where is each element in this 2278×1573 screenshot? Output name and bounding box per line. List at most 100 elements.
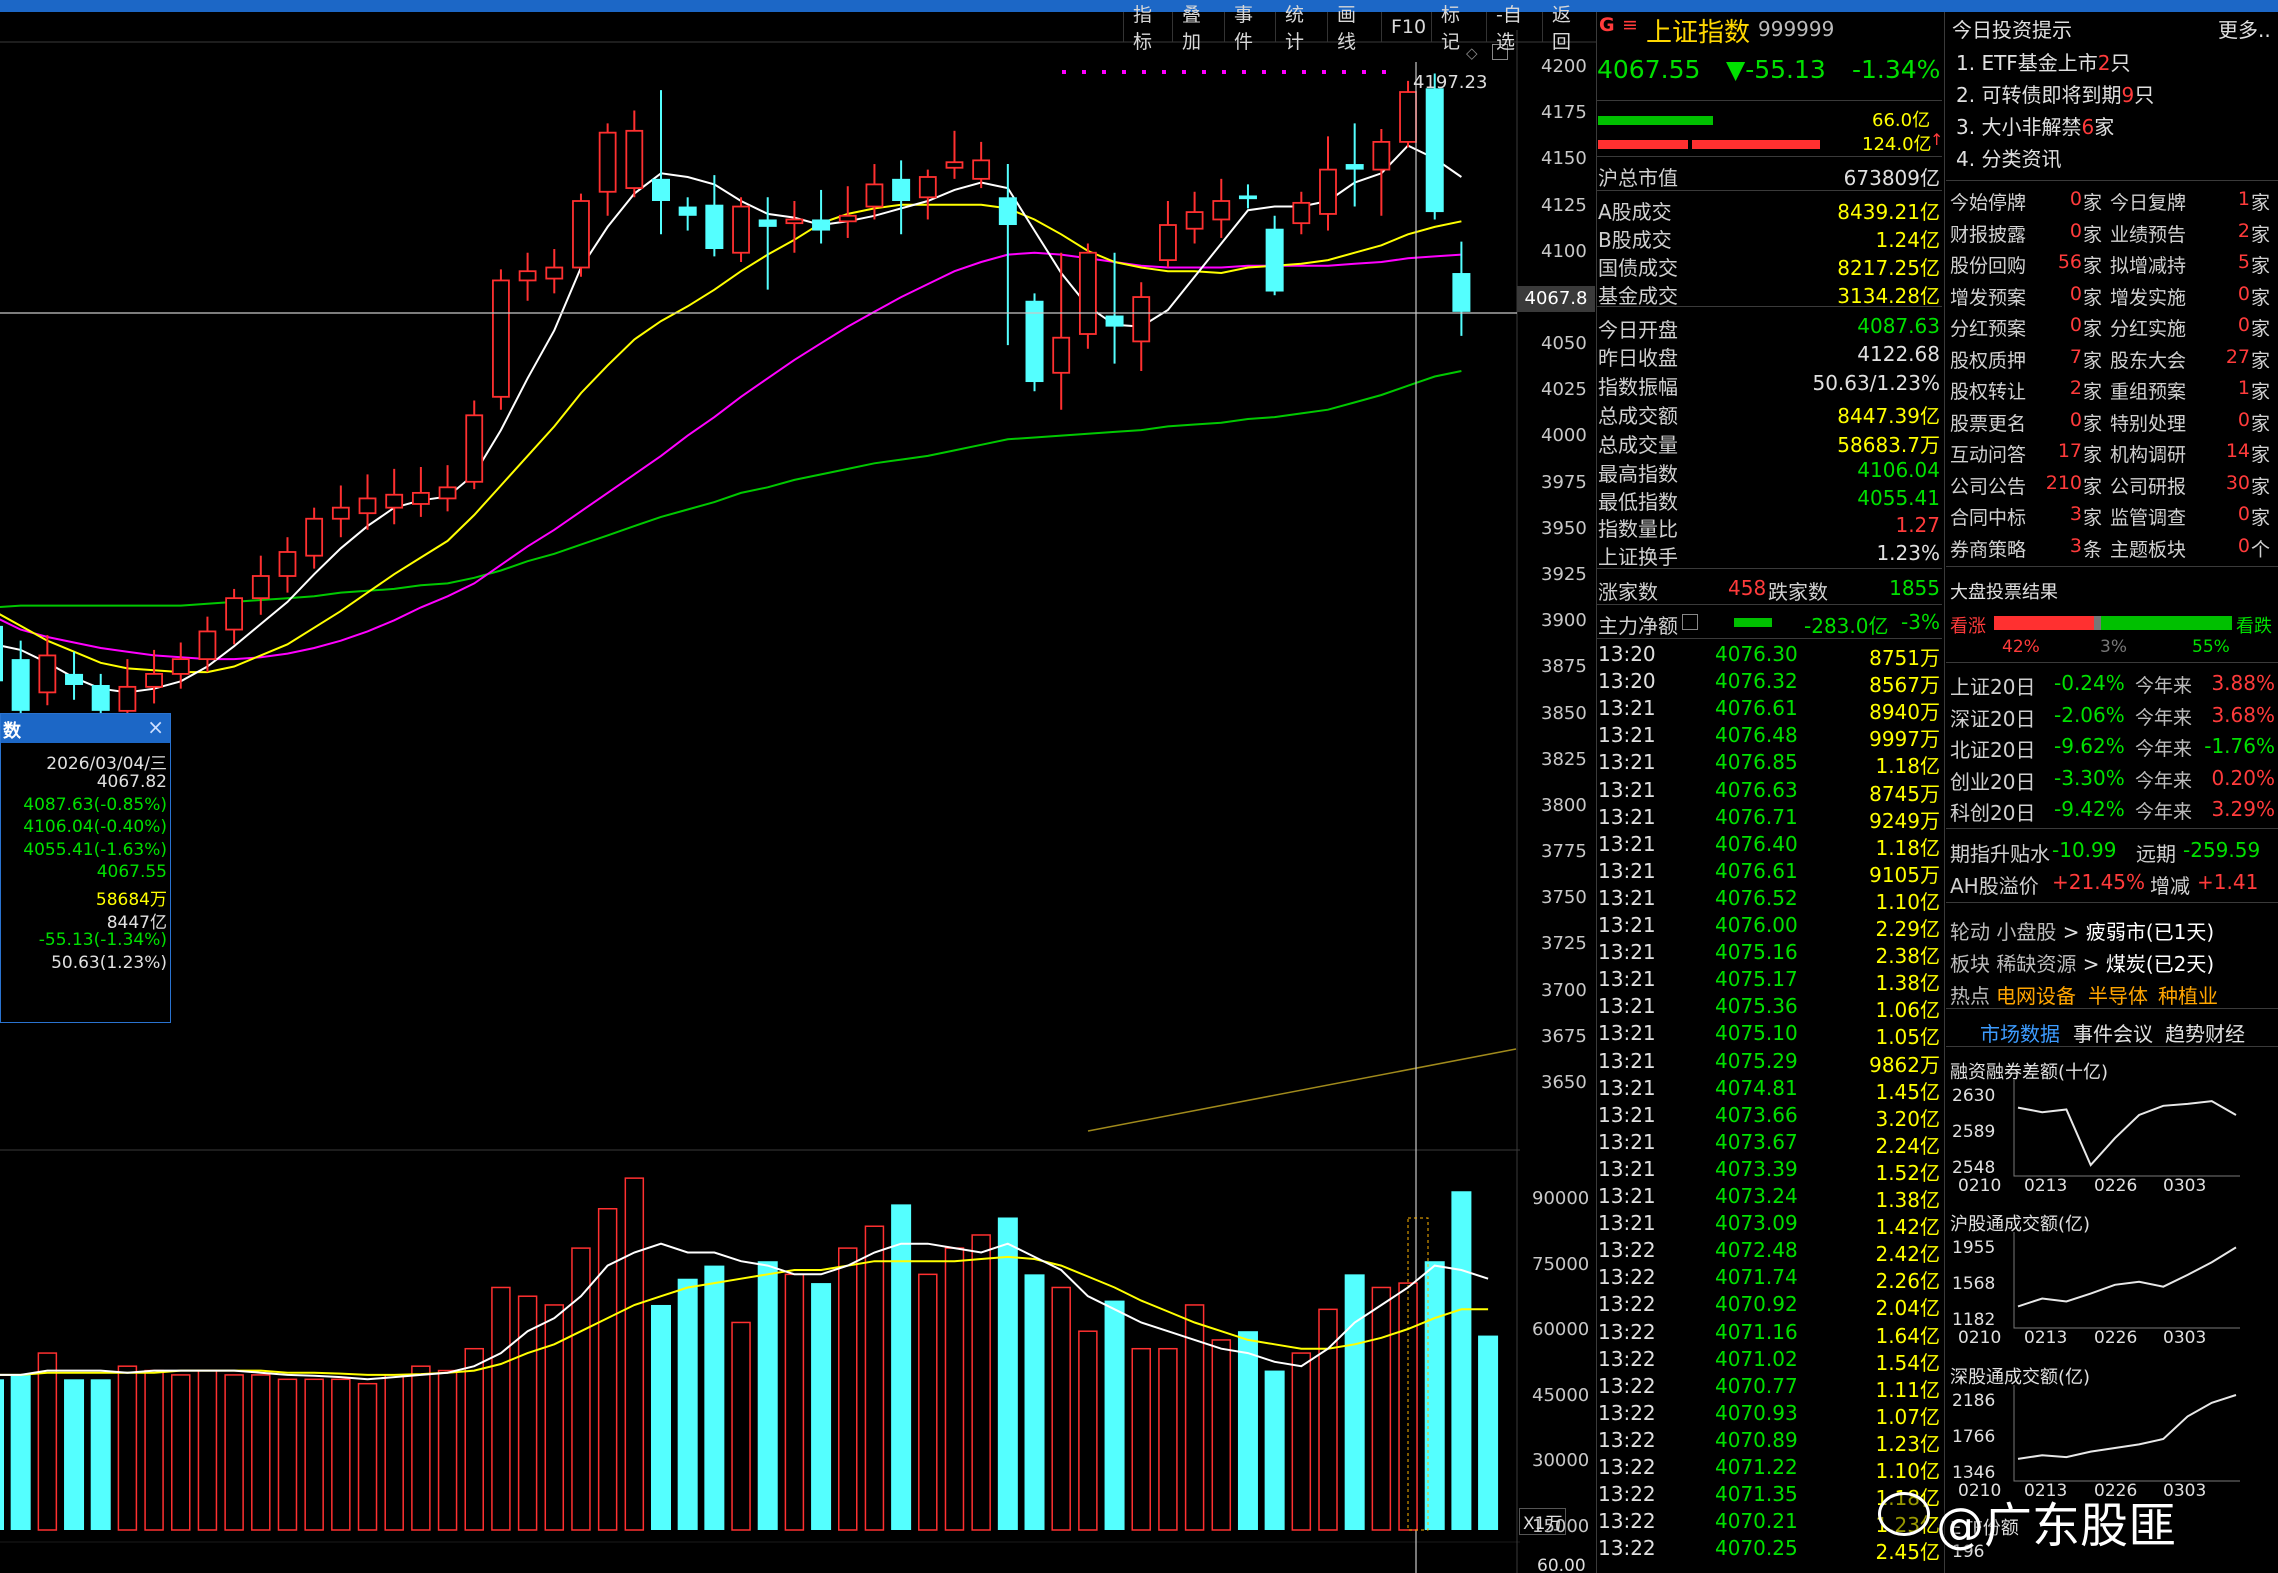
index-name[interactable]: 创业20日 — [1950, 769, 2036, 794]
hot-sector[interactable]: 种植业 — [2158, 984, 2218, 1008]
tick-row[interactable]: 13:21 4076.00 2.29亿 — [1597, 913, 1942, 941]
event-label[interactable]: 增发预案 — [1950, 286, 2027, 309]
tick-row[interactable]: 13:20 4076.30 8751万 — [1597, 642, 1942, 670]
tick-row[interactable]: 13:22 4070.89 1.23亿 — [1597, 1428, 1942, 1456]
event-label[interactable]: 券商策略 — [1950, 538, 2027, 561]
index-name[interactable]: 深证20日 — [1950, 706, 2036, 731]
event-label[interactable]: 财报披露 — [1950, 223, 2027, 246]
toolbar-4[interactable]: 画线 — [1327, 4, 1381, 53]
hint-item[interactable]: 4. 分类资讯 — [1956, 143, 2061, 172]
tab-2[interactable]: 趋势财经 — [2165, 1022, 2245, 1046]
rotation-row[interactable]: 板块 稀缺资源 > 煤炭(已2天) — [1950, 948, 2214, 977]
tick-time: 13:21 — [1598, 1156, 1656, 1181]
event-label[interactable]: 重组预案 — [2110, 381, 2187, 403]
diamond-icon[interactable]: ◇ — [1466, 44, 1478, 62]
event-label[interactable]: 业绩预告 — [2110, 223, 2187, 246]
rotation-arrow: > — [2082, 952, 2106, 976]
tick-row[interactable]: 13:20 4076.32 8567万 — [1597, 669, 1942, 697]
index-name[interactable]: 北证20日 — [1950, 738, 2036, 762]
toolbar-8[interactable]: 返回 — [1542, 4, 1596, 53]
tab-1[interactable]: 事件会议 — [2073, 1022, 2153, 1046]
hot-sector[interactable]: 半导体 — [2088, 984, 2148, 1008]
tick-row[interactable]: 13:22 4070.92 2.04亿 — [1597, 1292, 1942, 1320]
hint-item[interactable]: 3. 大小非解禁6家 — [1956, 111, 2114, 140]
tick-row[interactable]: 13:21 4073.67 2.24亿 — [1597, 1130, 1942, 1158]
event-label[interactable]: 今始停牌 — [1950, 192, 2027, 214]
event-label[interactable]: 分红预案 — [1950, 318, 2027, 340]
index-name[interactable]: 上证20日 — [1950, 675, 2036, 699]
event-label[interactable]: 监管调查 — [2110, 507, 2187, 529]
tick-row[interactable]: 13:22 4070.25 2.45亿 — [1597, 1536, 1942, 1564]
popup-value: -55.13(-1.34%) — [38, 930, 167, 951]
tick-row[interactable]: 13:22 4071.02 1.54亿 — [1597, 1347, 1942, 1375]
event-label[interactable]: 股东大会 — [2110, 349, 2187, 372]
hint-item[interactable]: 2. 可转债即将到期9只 — [1956, 79, 2154, 108]
high-dot — [1322, 70, 1326, 74]
tick-row[interactable]: 13:21 4076.61 9105万 — [1597, 859, 1942, 887]
tick-row[interactable]: 13:21 4073.66 3.20亿 — [1597, 1103, 1942, 1131]
tick-row[interactable]: 13:21 4076.61 8940万 — [1597, 696, 1942, 724]
toolbar-7[interactable]: -自选 — [1486, 4, 1542, 53]
toolbar-3[interactable]: 统计 — [1275, 4, 1327, 53]
toolbar-1[interactable]: 叠加 — [1172, 4, 1224, 53]
tick-row[interactable]: 13:21 4075.17 1.38亿 — [1597, 967, 1942, 995]
tick-row[interactable]: 13:21 4076.52 1.10亿 — [1597, 886, 1942, 914]
more-link[interactable]: 更多.. — [2218, 18, 2271, 42]
tick-row[interactable]: 13:22 4072.48 2.42亿 — [1597, 1238, 1942, 1266]
event-label[interactable]: 公司公告 — [1950, 475, 2027, 498]
tick-row[interactable]: 13:21 4076.85 1.18亿 — [1597, 750, 1942, 778]
event-label[interactable]: 互动问答 — [1950, 444, 2027, 466]
tick-row[interactable]: 13:21 4076.71 9249万 — [1597, 805, 1942, 833]
tab-0[interactable]: 市场数据 — [1980, 1022, 2060, 1046]
tick-row[interactable]: 13:21 4073.09 1.42亿 — [1597, 1211, 1942, 1239]
event-label[interactable]: 特别处理 — [2110, 412, 2187, 435]
event-label[interactable]: 合同中标 — [1950, 507, 2027, 529]
tick-row[interactable]: 13:22 4071.22 1.10亿 — [1597, 1455, 1942, 1483]
stat-label: 总成交量 — [1598, 433, 1678, 457]
event-label[interactable]: 机构调研 — [2110, 444, 2187, 466]
event-label[interactable]: 股权质押 — [1950, 349, 2027, 372]
rotation-row[interactable]: 轮动 小盘股 > 疲弱市(已1天) — [1950, 916, 2214, 945]
menu-icon[interactable]: ≡ — [1622, 14, 1638, 36]
index-name[interactable]: 科创20日 — [1950, 801, 2036, 825]
tick-row[interactable]: 13:22 4071.16 1.64亿 — [1597, 1320, 1942, 1348]
close-icon[interactable]: × — [147, 715, 164, 739]
tick-row[interactable]: 13:21 4075.29 9862万 — [1597, 1049, 1942, 1077]
hot-sector[interactable]: 电网设备 — [1996, 984, 2076, 1008]
tick-row[interactable]: 13:21 4073.24 1.38亿 — [1597, 1184, 1942, 1212]
event-label[interactable]: 主题板块 — [2110, 538, 2187, 561]
tick-row[interactable]: 13:21 4075.10 1.05亿 — [1597, 1021, 1942, 1049]
toolbar-5[interactable]: F10 — [1381, 12, 1431, 42]
volume-bar — [251, 1374, 271, 1531]
tick-price: 4071.74 — [1715, 1265, 1798, 1290]
toolbar-0[interactable]: 指标 — [1123, 4, 1172, 53]
event-label[interactable]: 拟增减持 — [2110, 255, 2187, 277]
event-label[interactable]: 今日复牌 — [2110, 192, 2187, 214]
tick-row[interactable]: 13:21 4076.40 1.18亿 — [1597, 832, 1942, 860]
event-label[interactable]: 股份回购 — [1950, 255, 2027, 277]
event-label[interactable]: 分红实施 — [2110, 318, 2187, 340]
event-label[interactable]: 公司研报 — [2110, 475, 2187, 498]
layout-icon[interactable] — [1492, 44, 1508, 60]
kline-chart[interactable] — [0, 30, 1596, 1573]
hint-item[interactable]: 1. ETF基金上市2只 — [1956, 47, 2131, 76]
main-flow-icon[interactable] — [1682, 614, 1698, 630]
candle-body — [1238, 195, 1257, 200]
tick-row[interactable]: 13:21 4076.48 9997万 — [1597, 723, 1942, 751]
tick-row[interactable]: 13:21 4073.39 1.52亿 — [1597, 1156, 1942, 1185]
event-label[interactable]: 股票更名 — [1950, 412, 2027, 435]
event-label[interactable]: 增发实施 — [2110, 286, 2187, 309]
tick-row[interactable]: 13:21 4074.81 1.45亿 — [1597, 1076, 1942, 1104]
stat-value: 4122.68 — [1857, 342, 1940, 366]
tick-time: 13:21 — [1598, 994, 1656, 1019]
toolbar-6[interactable]: 标记 — [1431, 4, 1486, 53]
tick-row[interactable]: 13:22 4070.93 1.07亿 — [1597, 1401, 1942, 1429]
toolbar-2[interactable]: 事件 — [1224, 4, 1275, 53]
tick-row[interactable]: 13:21 4075.16 2.38亿 — [1597, 940, 1942, 968]
event-label[interactable]: 股权转让 — [1950, 381, 2027, 403]
tick-row[interactable]: 13:22 4071.74 2.26亿 — [1597, 1265, 1942, 1293]
mini-chart-axis — [2013, 1232, 2240, 1329]
tick-row[interactable]: 13:22 4070.77 1.11亿 — [1597, 1374, 1942, 1402]
tick-row[interactable]: 13:21 4075.36 1.06亿 — [1597, 994, 1942, 1022]
tick-row[interactable]: 13:21 4076.63 8745万 — [1597, 778, 1942, 806]
